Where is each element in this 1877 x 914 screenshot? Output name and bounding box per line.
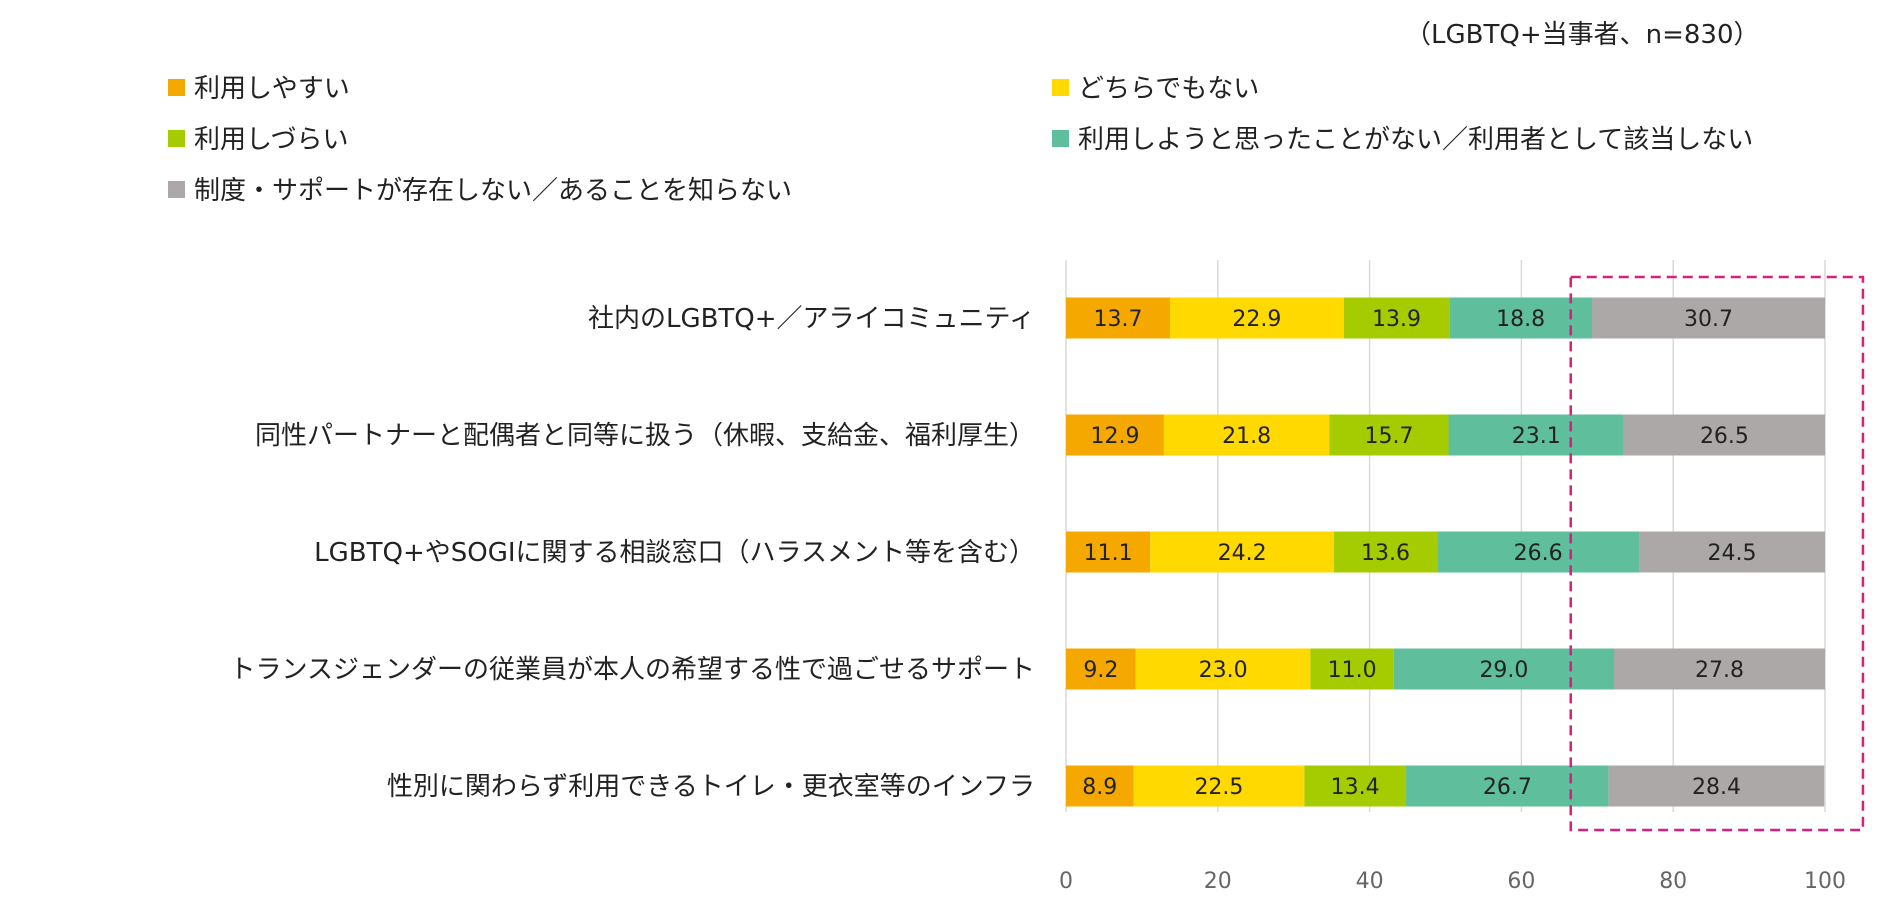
bar-row3-series1 bbox=[1066, 531, 1151, 573]
x-tick-40: 40 bbox=[1356, 869, 1384, 894]
bar-row1-series4 bbox=[1449, 297, 1592, 339]
value-label-row2-series1: 12.9 bbox=[1090, 424, 1139, 449]
value-label-row1-series5: 30.7 bbox=[1684, 307, 1733, 332]
bar-row3-series5 bbox=[1639, 531, 1825, 573]
bar-row2-series2 bbox=[1163, 414, 1330, 456]
value-label-row1-series3: 13.9 bbox=[1372, 307, 1421, 332]
value-label-row3-series4: 26.6 bbox=[1514, 541, 1563, 566]
value-label-row2-series2: 21.8 bbox=[1222, 424, 1271, 449]
legend-swatch-1 bbox=[168, 79, 185, 96]
value-label-row1-series1: 13.7 bbox=[1093, 307, 1142, 332]
bar-row2-series4 bbox=[1448, 414, 1624, 456]
value-label-row4-series3: 11.0 bbox=[1328, 658, 1377, 683]
bars bbox=[1066, 297, 1825, 807]
value-label-row3-series1: 11.1 bbox=[1084, 541, 1133, 566]
value-label-row1-series2: 22.9 bbox=[1232, 307, 1281, 332]
x-tick-100: 100 bbox=[1804, 869, 1846, 894]
x-tick-labels: 0 20 40 60 80 100 bbox=[1059, 869, 1846, 894]
bar-row2-series3 bbox=[1329, 414, 1449, 456]
bar-row2-series1 bbox=[1066, 414, 1164, 456]
value-label-row5-series4: 26.7 bbox=[1483, 775, 1532, 800]
value-label-row3-series5: 24.5 bbox=[1708, 541, 1757, 566]
value-label-row4-series5: 27.8 bbox=[1695, 658, 1744, 683]
legend-swatch-5 bbox=[168, 181, 185, 198]
bar-row4-series4 bbox=[1393, 648, 1614, 690]
value-label-row4-series4: 29.0 bbox=[1479, 658, 1528, 683]
legend-swatch-4 bbox=[1052, 130, 1069, 147]
value-label-row1-series4: 18.8 bbox=[1496, 307, 1545, 332]
value-label-row5-series2: 22.5 bbox=[1194, 775, 1243, 800]
category-label-2: 同性パートナーと配偶者と同等に扱う（休暇、支給金、福利厚生） bbox=[255, 421, 1035, 451]
bar-row4-series2 bbox=[1135, 648, 1311, 690]
bar-row4-series3 bbox=[1310, 648, 1394, 690]
category-label-3: LGBTQ+やSOGIに関する相談窓口（ハラスメント等を含む） bbox=[314, 538, 1035, 568]
legend-label-3: 利用しづらい bbox=[194, 125, 348, 155]
value-label-row3-series3: 13.6 bbox=[1361, 541, 1410, 566]
x-tick-80: 80 bbox=[1659, 869, 1687, 894]
bar-row1-series1 bbox=[1066, 297, 1170, 339]
category-labels: 社内のLGBTQ+／アライコミュニティ同性パートナーと配偶者と同等に扱う（休暇、… bbox=[230, 304, 1035, 802]
category-label-4: トランスジェンダーの従業員が本人の希望する性で過ごせるサポート bbox=[230, 655, 1035, 685]
bar-row3-series4 bbox=[1437, 531, 1640, 573]
bar-row1-series5 bbox=[1591, 297, 1825, 339]
bar-row3-series3 bbox=[1333, 531, 1438, 573]
bar-row2-series5 bbox=[1623, 414, 1825, 456]
value-label-row2-series3: 15.7 bbox=[1364, 424, 1413, 449]
value-label-row4-series2: 23.0 bbox=[1199, 658, 1248, 683]
bar-row4-series5 bbox=[1613, 648, 1825, 690]
bar-row1-series3 bbox=[1343, 297, 1450, 339]
bar-row1-series2 bbox=[1169, 297, 1344, 339]
legend-label-1: 利用しやすい bbox=[194, 74, 350, 104]
value-label-row5-series5: 28.4 bbox=[1692, 775, 1741, 800]
legend-label-2: どちらでもない bbox=[1078, 74, 1259, 104]
bar-row5-series5 bbox=[1608, 765, 1825, 807]
value-label-row5-series3: 13.4 bbox=[1331, 775, 1380, 800]
value-label-row2-series5: 26.5 bbox=[1700, 424, 1749, 449]
legend-label-4: 利用しようと思ったことがない／利用者として該当しない bbox=[1078, 125, 1753, 155]
value-label-row5-series1: 8.9 bbox=[1082, 775, 1117, 800]
bar-row5-series4 bbox=[1406, 765, 1609, 807]
category-label-5: 性別に関わらず利用できるトイレ・更衣室等のインフラ bbox=[387, 772, 1035, 802]
bar-row4-series1 bbox=[1066, 648, 1136, 690]
highlight-box bbox=[1569, 275, 1865, 832]
bar-row5-series2 bbox=[1133, 765, 1305, 807]
value-label-row3-series2: 24.2 bbox=[1218, 541, 1267, 566]
value-labels: 13.7 22.9 13.9 18.8 30.7 12.9 21.8 15.7 23.1 26.5… bbox=[1082, 307, 1756, 800]
value-label-row4-series1: 9.2 bbox=[1083, 658, 1118, 683]
value-label-row2-series4: 23.1 bbox=[1512, 424, 1561, 449]
sample-note: （LGBTQ+当事者、n=830） bbox=[1405, 20, 1760, 50]
x-tick-0: 0 bbox=[1059, 869, 1073, 894]
legend-swatch-2 bbox=[1052, 79, 1069, 96]
bar-row5-series3 bbox=[1304, 765, 1407, 807]
x-tick-20: 20 bbox=[1204, 869, 1232, 894]
category-label-1: 社内のLGBTQ+／アライコミュニティ bbox=[588, 304, 1035, 334]
legend-swatch-3 bbox=[168, 130, 185, 147]
x-tick-60: 60 bbox=[1507, 869, 1535, 894]
bar-row5-series1 bbox=[1066, 765, 1134, 807]
legend-label-5: 制度・サポートが存在しない／あることを知らない bbox=[194, 176, 792, 206]
bar-row3-series2 bbox=[1150, 531, 1334, 573]
